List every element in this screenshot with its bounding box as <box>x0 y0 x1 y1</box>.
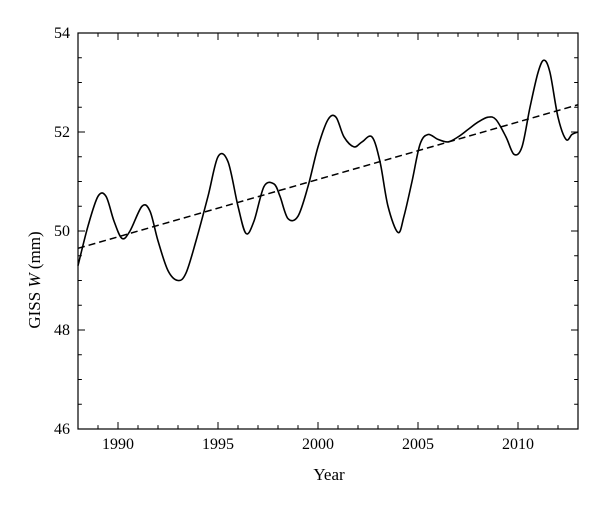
y-tick-label: 50 <box>54 223 70 240</box>
x-tick-label: 2010 <box>502 436 534 453</box>
plot-frame <box>77 32 579 430</box>
y-axis-label-prefix: GISS <box>25 288 44 329</box>
series-layer <box>77 59 579 282</box>
x-tick-label: 2000 <box>302 436 334 453</box>
label-layer: 1990 1995 2000 2005 2010 46 48 50 52 54 <box>54 25 534 453</box>
y-tick-label: 54 <box>54 25 70 42</box>
tick-layer <box>77 32 579 430</box>
y-axis-label-suffix: (mm) <box>25 231 44 273</box>
trend-line <box>77 104 579 250</box>
x-axis-label: Year <box>313 465 345 484</box>
x-tick-label: 1995 <box>202 436 234 453</box>
y-tick-label: 48 <box>54 322 70 339</box>
x-tick-label: 1990 <box>102 436 134 453</box>
plot-border <box>77 32 579 430</box>
y-tick-label: 52 <box>54 124 70 141</box>
y-tick-label: 46 <box>54 421 70 438</box>
y-axis-label-variable: W <box>25 272 44 288</box>
y-axis-label: GISS W (mm) <box>25 231 44 328</box>
data-series-line <box>77 59 579 282</box>
x-tick-label: 2005 <box>402 436 434 453</box>
